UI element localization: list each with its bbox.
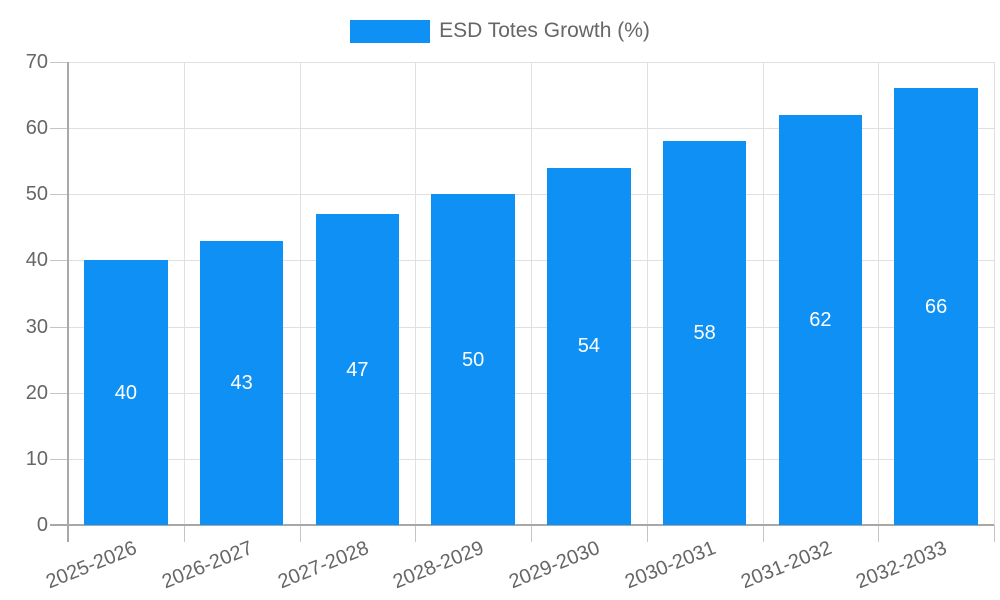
x-axis-tick-label: 2026-2027 <box>158 537 256 594</box>
bar-value-label: 50 <box>461 348 485 371</box>
legend-swatch <box>350 19 431 43</box>
legend: ESD Totes Growth (%) <box>0 19 1000 43</box>
bar-value-label: 47 <box>346 358 369 381</box>
x-axis-tick <box>646 525 648 542</box>
x-axis-tick-label: 2027-2028 <box>274 537 372 594</box>
y-axis-tick <box>50 128 68 130</box>
bar: 58 <box>662 141 747 525</box>
x-axis-tick <box>531 525 532 542</box>
x-axis-tick <box>878 525 880 542</box>
y-axis-tick <box>50 194 68 196</box>
bar: 47 <box>315 214 400 525</box>
x-gridline <box>415 62 417 525</box>
y-axis-line <box>67 62 69 542</box>
x-gridline <box>531 62 532 525</box>
bar-value-label: 66 <box>924 295 948 318</box>
x-axis-tick <box>994 525 995 542</box>
bar-value-label: 58 <box>693 322 716 345</box>
bar: 40 <box>84 260 168 525</box>
x-gridline <box>183 62 185 525</box>
y-axis-tick <box>50 458 68 460</box>
x-axis-line <box>50 524 994 526</box>
x-axis-tick <box>299 525 301 542</box>
x-gridline <box>762 62 764 525</box>
x-gridline <box>994 62 995 525</box>
x-axis-tick-label: 2031-2032 <box>737 537 835 594</box>
x-axis-tick-label: 2029-2030 <box>506 537 604 594</box>
y-axis-tick-label: 50 <box>25 183 48 206</box>
y-axis-tick-label: 0 <box>36 514 48 536</box>
x-axis-tick-label: 2032-2033 <box>853 537 951 594</box>
y-axis-tick-label: 20 <box>25 381 48 404</box>
y-axis-tick-label: 10 <box>25 447 48 470</box>
y-axis-tick-label: 70 <box>25 51 48 73</box>
bar-value-label: 43 <box>230 371 253 394</box>
bar: 66 <box>894 88 978 525</box>
bar: 50 <box>431 194 515 525</box>
x-axis-tick-label: 2025-2026 <box>43 537 141 594</box>
x-gridline <box>299 62 301 525</box>
y-axis-tick-label: 30 <box>25 315 48 338</box>
bar-value-label: 54 <box>577 335 600 358</box>
y-axis-tick <box>50 326 68 328</box>
x-gridline <box>646 62 648 525</box>
y-axis-tick-label: 60 <box>25 117 48 140</box>
x-gridline <box>878 62 880 525</box>
x-axis-tick-label: 2030-2031 <box>621 537 719 594</box>
legend-item[interactable]: ESD Totes Growth (%) <box>350 19 650 43</box>
bar-value-label: 62 <box>809 308 832 331</box>
x-axis-tick <box>183 525 185 542</box>
y-axis-tick <box>50 260 68 262</box>
legend-label: ESD Totes Growth (%) <box>439 19 650 42</box>
y-axis-tick-label: 40 <box>25 249 48 272</box>
bar: 43 <box>199 240 284 525</box>
y-axis-tick <box>50 392 68 394</box>
bar-value-label: 40 <box>114 381 137 404</box>
y-axis-tick <box>50 62 68 63</box>
x-axis-tick-label: 2028-2029 <box>390 537 488 594</box>
x-axis-tick <box>415 525 417 542</box>
x-axis-tick <box>762 525 764 542</box>
bar: 62 <box>778 114 863 525</box>
bar: 54 <box>547 167 631 525</box>
